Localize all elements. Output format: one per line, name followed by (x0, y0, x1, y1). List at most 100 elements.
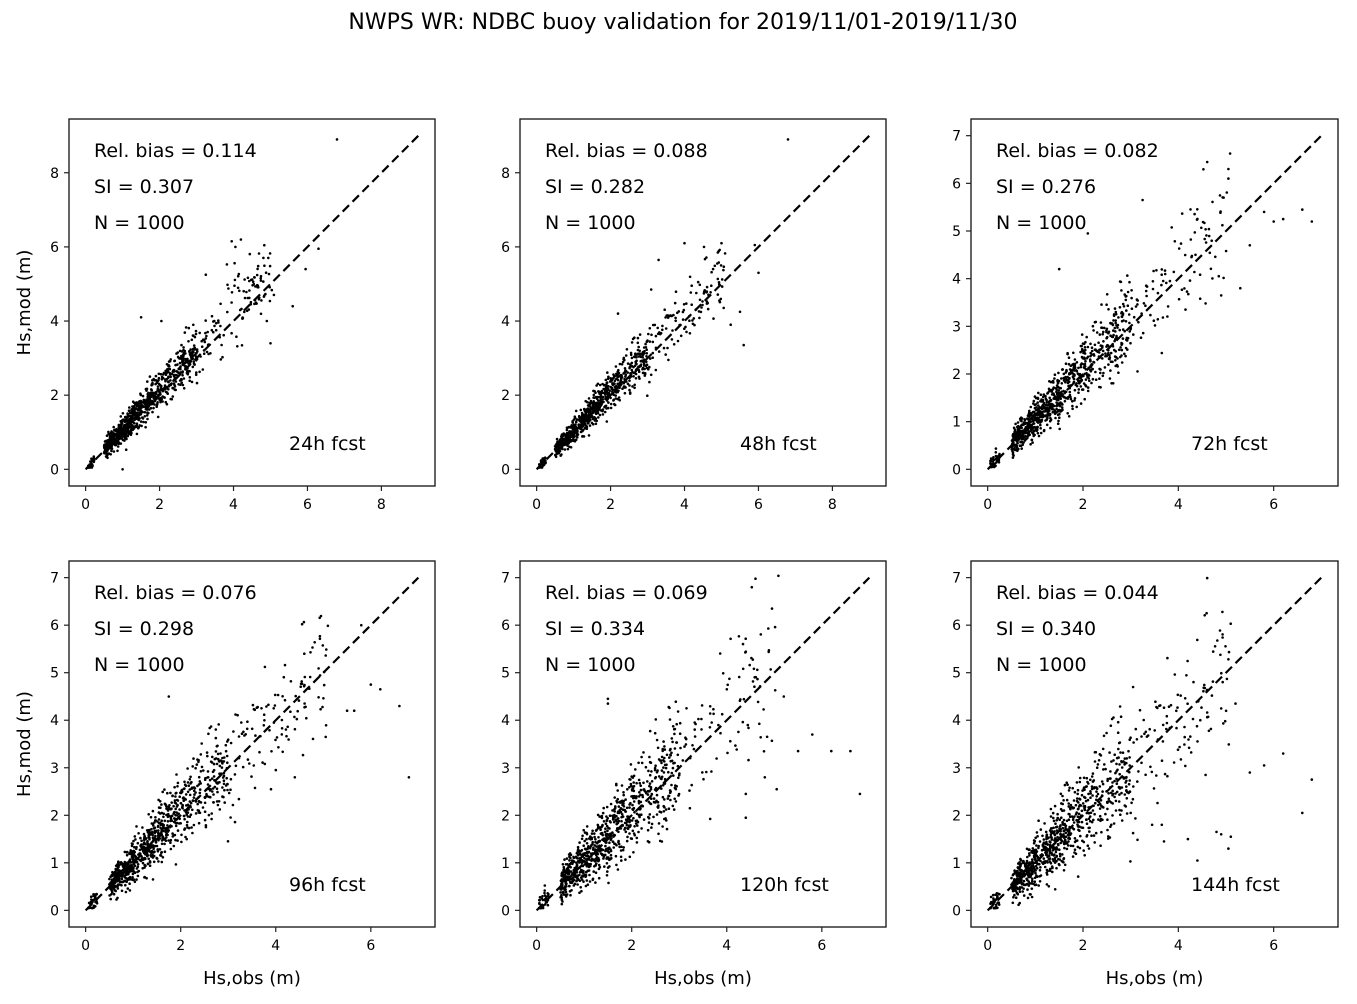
data-point (186, 811, 190, 814)
data-point (585, 879, 589, 882)
data-point (1111, 382, 1115, 385)
data-point (594, 395, 598, 399)
data-point (669, 790, 672, 793)
data-point (180, 833, 183, 837)
data-point (618, 362, 622, 366)
data-point (641, 371, 645, 375)
data-point (131, 853, 134, 857)
data-point (237, 797, 241, 801)
data-point (184, 326, 188, 329)
data-point (1018, 417, 1022, 421)
data-point (588, 846, 592, 850)
data-point (633, 825, 636, 828)
data-point (630, 819, 634, 822)
data-point (654, 334, 658, 338)
data-point (1047, 387, 1051, 391)
data-point (1046, 392, 1049, 395)
data-point (1075, 369, 1079, 373)
data-point (293, 776, 297, 779)
data-point (144, 857, 147, 861)
data-point (92, 455, 96, 458)
data-point (542, 463, 546, 466)
data-point (624, 373, 628, 377)
data-point (708, 817, 712, 821)
data-point (628, 820, 631, 824)
data-point (1202, 168, 1205, 171)
data-point (617, 841, 620, 844)
data-point (1084, 360, 1087, 363)
si-annotation: SI = 0.276 (996, 176, 1096, 198)
data-point (206, 776, 209, 779)
data-point (626, 827, 629, 830)
data-point (188, 361, 192, 365)
data-point (581, 834, 584, 838)
data-point (639, 784, 642, 787)
data-point (648, 340, 652, 343)
data-point (700, 728, 703, 731)
data-point (197, 758, 200, 762)
data-point (106, 442, 109, 445)
data-point (708, 712, 712, 715)
data-point (166, 791, 169, 795)
data-point (181, 803, 184, 807)
data-point (149, 400, 152, 404)
data-point (158, 848, 162, 851)
data-point (1063, 391, 1066, 395)
x-tick-label: 0 (81, 497, 90, 513)
data-point (664, 316, 667, 319)
data-point (186, 372, 190, 376)
data-point (179, 367, 182, 371)
data-point (585, 850, 589, 854)
data-point (636, 352, 640, 356)
si-annotation: SI = 0.307 (94, 176, 194, 198)
data-point (198, 788, 202, 791)
data-point (124, 415, 128, 419)
data-point (637, 355, 641, 358)
data-point (1069, 397, 1073, 401)
data-point (673, 797, 676, 801)
data-point (1073, 388, 1077, 392)
data-point (152, 406, 155, 410)
data-point (717, 261, 721, 264)
data-point (670, 783, 673, 787)
data-point (1114, 312, 1118, 316)
data-point (268, 729, 271, 732)
x-tick-label: 0 (983, 497, 992, 513)
data-point (710, 270, 713, 274)
data-point (669, 798, 672, 802)
data-point (190, 338, 194, 342)
data-point (613, 375, 616, 378)
data-point (1058, 391, 1061, 395)
data-point (658, 810, 661, 813)
data-point (188, 793, 192, 797)
data-point (274, 738, 277, 742)
data-point (135, 411, 139, 415)
data-point (148, 836, 151, 839)
data-point (555, 437, 559, 441)
data-point (1120, 289, 1123, 292)
data-point (159, 400, 162, 404)
data-point (644, 765, 648, 769)
data-point (160, 384, 163, 388)
data-point (654, 718, 658, 721)
y-tick-label: 1 (952, 415, 961, 431)
data-point (604, 392, 607, 395)
y-tick-label: 2 (50, 808, 59, 824)
data-point (296, 709, 300, 713)
data-point (157, 372, 161, 376)
data-point (151, 410, 154, 414)
data-point (1039, 393, 1043, 397)
data-point (1048, 414, 1051, 417)
data-point (180, 360, 184, 364)
data-point (683, 327, 686, 331)
data-point (1091, 377, 1095, 381)
data-point (569, 893, 572, 897)
data-point (180, 350, 184, 353)
data-point (128, 421, 131, 424)
data-point (720, 712, 724, 716)
data-point (652, 815, 655, 819)
n-annotation: N = 1000 (94, 212, 185, 234)
data-point (302, 620, 306, 624)
data-point (628, 778, 631, 781)
data-point (188, 376, 192, 379)
